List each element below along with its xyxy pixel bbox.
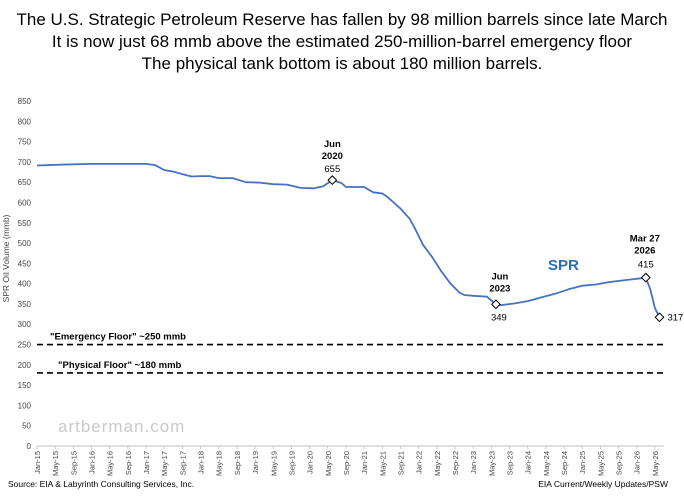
x-tick-label: May-25 <box>596 451 605 476</box>
y-tick-label: 150 <box>18 381 32 390</box>
x-tick-label: Sep-16 <box>124 451 133 475</box>
x-tick-label: Jan-22 <box>415 451 424 474</box>
y-tick-label: 50 <box>22 422 31 431</box>
annotation-value-label: 317 <box>667 312 683 323</box>
annotation-date-label: Jun <box>324 139 341 150</box>
y-tick-label: 750 <box>18 138 32 147</box>
x-tick-label: May-22 <box>433 451 442 476</box>
x-tick-label: Sep-19 <box>287 451 296 475</box>
x-tick-label: Jan-21 <box>360 451 369 474</box>
x-tick-label: Jan-17 <box>142 451 151 474</box>
annotation-date-label: Jun <box>491 271 508 282</box>
x-tick-label: Sep-22 <box>451 451 460 475</box>
x-tick-label: Sep-20 <box>342 451 351 475</box>
series-line-spr <box>36 163 661 318</box>
series-label-spr: SPR <box>548 257 579 274</box>
annotation-date-label: 2020 <box>322 151 343 162</box>
annotation-value-label: 415 <box>638 260 654 271</box>
y-tick-label: 350 <box>18 300 32 309</box>
source-note: Source: EIA & Labyrinth Consulting Servi… <box>8 479 195 489</box>
y-tick-label: 250 <box>18 341 32 350</box>
x-tick-label: May-18 <box>215 451 224 476</box>
y-tick-label: 400 <box>18 280 32 289</box>
y-axis-label: SPR Oil Volume (mmb) <box>1 214 11 302</box>
x-tick-label: Jan-24 <box>524 451 533 474</box>
reference-label-physical-floor: "Physical Floor" ~180 mmb <box>58 360 182 371</box>
y-tick-label: 600 <box>18 198 32 207</box>
x-tick-label: May-26 <box>651 451 660 476</box>
x-tick-label: May-23 <box>487 451 496 476</box>
annotation-marker <box>327 175 338 186</box>
x-tick-label: Sep-18 <box>233 451 242 475</box>
x-tick-label: May-16 <box>106 451 115 476</box>
reference-label-emergency-floor: "Emergency Floor" ~250 mmb <box>50 332 186 343</box>
y-tick-label: 0 <box>27 442 32 451</box>
y-tick-label: 850 <box>18 97 32 106</box>
x-tick-label: Sep-17 <box>178 451 187 475</box>
y-tick-label: 500 <box>18 239 32 248</box>
x-tick-label: May-15 <box>51 451 60 476</box>
x-tick-label: Sep-24 <box>560 451 569 475</box>
x-tick-label: Jan-18 <box>197 451 206 474</box>
annotation-value-label: 655 <box>324 164 340 175</box>
x-tick-label: Sep-23 <box>506 451 515 475</box>
chart-title-line-2: It is now just 68 mmb above the estimate… <box>51 32 633 51</box>
watermark-text: artberman.com <box>58 417 185 436</box>
chart-title-line-3: The physical tank bottom is about 180 mi… <box>141 54 543 73</box>
chart-title-line-1: The U.S. Strategic Petroleum Reserve has… <box>16 10 668 29</box>
annotation-marker <box>654 312 665 323</box>
annotation-marker <box>640 272 651 283</box>
x-tick-label: Jan-23 <box>469 451 478 474</box>
x-tick-label: May-21 <box>378 451 387 476</box>
y-tick-label: 450 <box>18 259 32 268</box>
x-tick-label: Sep-21 <box>396 451 405 475</box>
annotation-value-label: 349 <box>491 312 507 323</box>
x-tick-label: Jan-25 <box>578 451 587 474</box>
x-tick-label: Jan-20 <box>306 451 315 474</box>
y-tick-label: 550 <box>18 219 32 228</box>
y-tick-label: 100 <box>18 401 32 410</box>
x-tick-label: Jan-15 <box>33 451 42 474</box>
y-tick-label: 200 <box>18 361 32 370</box>
annotation-date-label: 2023 <box>489 283 510 294</box>
x-tick-label: Jan-19 <box>251 451 260 474</box>
y-tick-label: 650 <box>18 178 32 187</box>
y-tick-label: 700 <box>18 158 32 167</box>
x-tick-label: May-17 <box>160 451 169 476</box>
x-tick-label: Sep-15 <box>69 451 78 475</box>
y-tick-label: 800 <box>18 117 32 126</box>
y-tick-label: 300 <box>18 320 32 329</box>
x-tick-label: Sep-25 <box>615 451 624 475</box>
credit-note: EIA Current/Weekly Updates/PSW <box>538 479 668 489</box>
x-tick-label: May-20 <box>324 451 333 476</box>
x-tick-label: May-19 <box>269 451 278 476</box>
annotation-date-label: Mar 27 <box>630 234 660 245</box>
x-tick-label: Jan-26 <box>633 451 642 474</box>
annotation-marker <box>490 299 501 310</box>
annotation-date-label: 2026 <box>634 246 655 257</box>
x-tick-label: Jan-16 <box>88 451 97 474</box>
x-tick-label: May-24 <box>542 451 551 476</box>
